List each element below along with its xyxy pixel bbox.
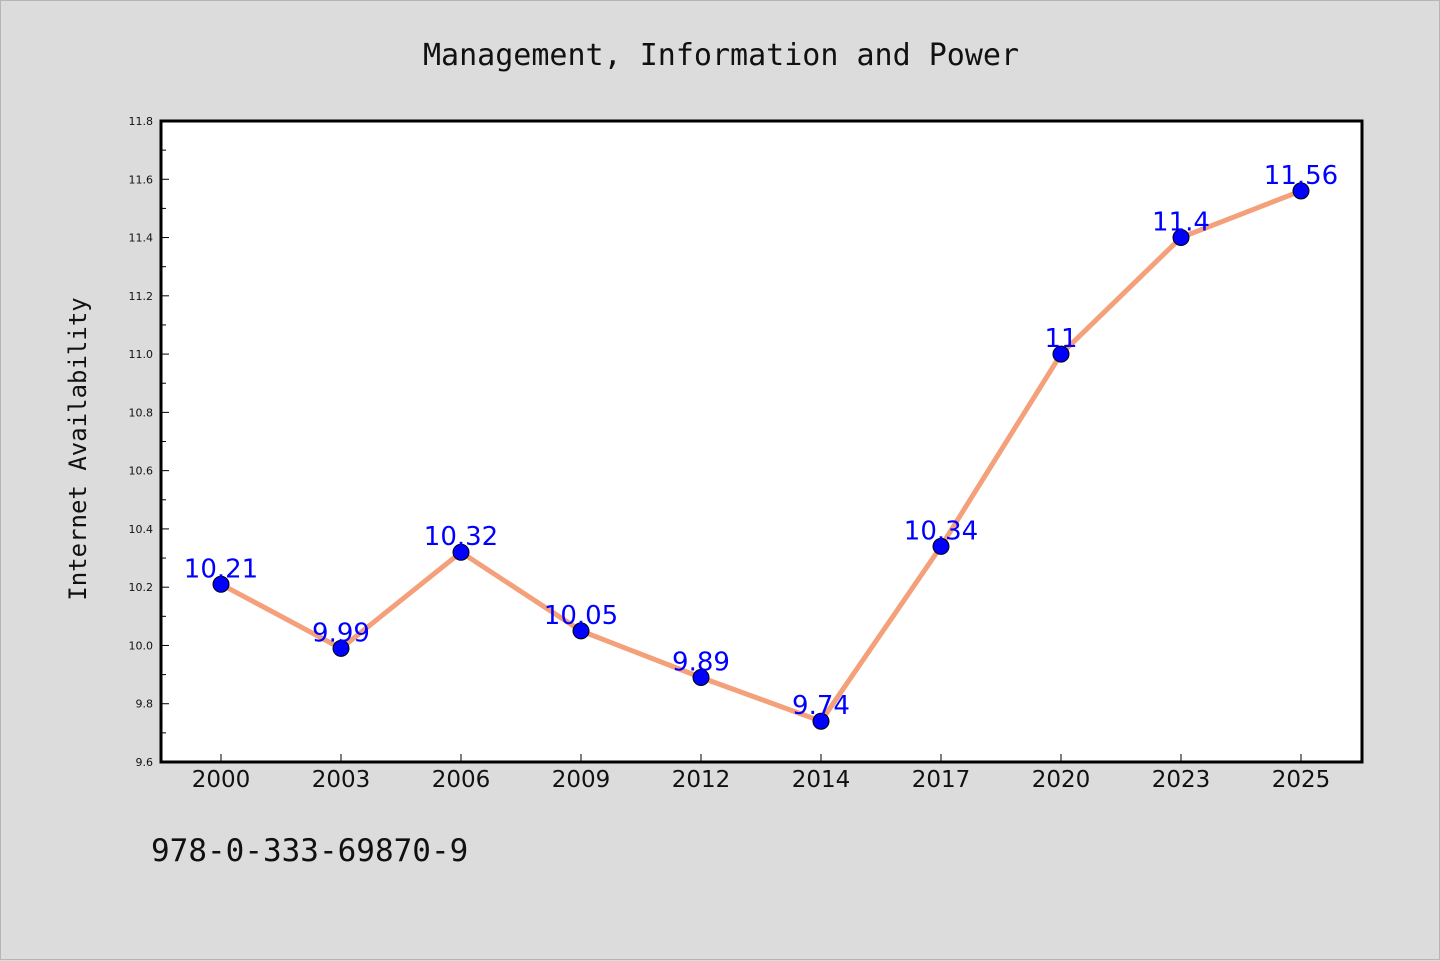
y-tick-label: 11.8	[129, 115, 154, 128]
x-tick-label: 2009	[552, 767, 611, 793]
data-point	[692, 669, 710, 687]
data-label: 10.34	[904, 516, 978, 546]
y-axis-label: Internet Availability	[64, 297, 92, 600]
data-point	[212, 575, 230, 593]
x-tick-label: 2003	[312, 767, 371, 793]
y-tick-label: 10.2	[129, 581, 154, 594]
y-tick-label: 11.2	[129, 290, 154, 303]
x-tick-label: 2023	[1152, 767, 1211, 793]
data-point	[1052, 345, 1070, 363]
x-tick-label: 2014	[792, 767, 851, 793]
data-label: 9.74	[792, 691, 850, 721]
data-point	[1172, 229, 1190, 247]
data-label: 9.89	[672, 648, 730, 678]
y-tick-label: 10.0	[129, 639, 154, 652]
x-tick-label: 2006	[432, 767, 491, 793]
data-point	[452, 543, 470, 561]
isbn-text: 978-0-333-69870-9	[151, 833, 469, 869]
data-point	[812, 712, 830, 730]
data-label: 11	[1044, 324, 1077, 354]
data-label: 9.99	[312, 618, 370, 648]
y-tick-label: 11.4	[129, 232, 154, 245]
plot-area	[159, 119, 1364, 764]
data-point	[332, 639, 350, 657]
y-tick-label: 9.8	[136, 698, 154, 711]
x-tick-label: 2025	[1272, 767, 1331, 793]
data-point	[932, 537, 950, 555]
y-tick-label: 11.6	[129, 173, 154, 186]
x-axis: 2000 2003 2006 2009 2012 2014 2017 2020 2023 2025	[192, 754, 1331, 793]
y-tick-label: 10.4	[129, 523, 154, 536]
chart-title: Management, Information and Power	[423, 38, 1019, 73]
series-line	[218, 188, 1304, 724]
data-point	[1292, 182, 1310, 200]
y-axis: 9.6 9.8 10.0 10.2 10.4 10.6 10.8 11.0 11.2 11.4 11…	[129, 115, 169, 769]
y-tick-label: 10.8	[129, 406, 154, 419]
x-tick-label: 2020	[1032, 767, 1091, 793]
data-label: 11.4	[1152, 208, 1210, 238]
x-tick-label: 2000	[192, 767, 251, 793]
data-label: 10.05	[544, 601, 618, 631]
x-tick-label: 2017	[912, 767, 971, 793]
series-layer: 10.21 9.99 10.32 10.05 9.89 9.74 10.34 11 11.4 11…	[184, 161, 1338, 730]
data-label: 10.32	[424, 522, 498, 552]
y-tick-label: 10.6	[129, 465, 154, 478]
x-tick-label: 2012	[672, 767, 731, 793]
data-label: 10.21	[184, 554, 258, 584]
y-tick-label: 11.0	[129, 348, 154, 361]
data-label: 11.56	[1264, 161, 1338, 191]
y-tick-label: 9.6	[136, 756, 154, 769]
data-point	[572, 622, 590, 640]
